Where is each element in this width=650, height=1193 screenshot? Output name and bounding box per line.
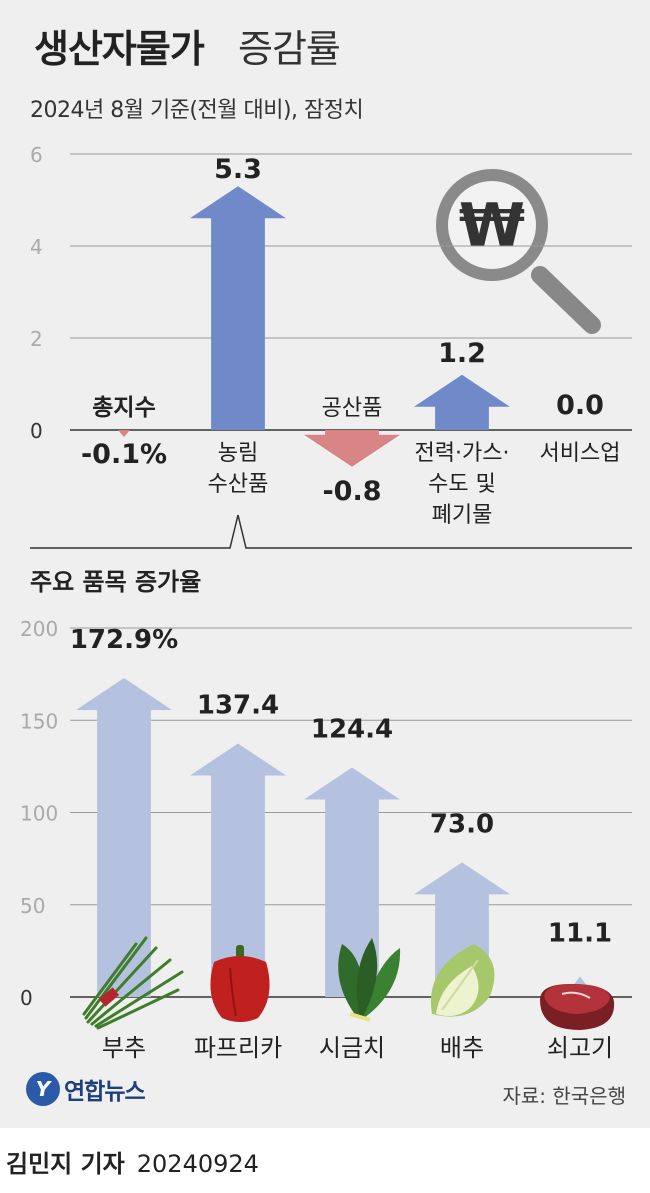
value-label-0: -0.1% [81,439,167,470]
logo-text: 연합뉴스 [64,1079,146,1105]
value-label-0: 172.9% [70,625,178,655]
value-label-4: 0.0 [556,390,604,421]
chive-icon [82,936,184,1030]
y-tick-label: 4 [30,235,43,259]
publish-date: 20240924 [136,1150,259,1178]
paprika-icon [210,945,270,1022]
bar-0 [76,677,172,997]
bar-3 [414,374,510,430]
y-tick-label: 100 [20,802,58,826]
won-magnifier-icon: ₩ [436,169,601,334]
bar-1 [190,743,286,997]
y-tick-label: 150 [20,709,58,733]
won-symbol: ₩ [459,191,525,261]
category-label-3: 전력·가스· 수도 및 폐기물 [415,441,510,528]
value-label-3: 73.0 [430,809,494,839]
value-label-2: 124.4 [311,714,393,744]
page-title: 생산자물가 [34,27,205,71]
cabbage-icon [430,944,495,1017]
value-label-1: 137.4 [197,690,279,720]
y-tick-label: 200 [20,617,58,641]
category-label-4: 서비스업 [540,441,621,466]
bar-2 [304,430,400,467]
reporter-name: 김민지 기자 [6,1150,125,1178]
y-tick-label: 2 [30,327,43,351]
category-label-4: 쇠고기 [547,1034,613,1062]
category-label-1: 농림 수산품 [208,441,269,497]
value-label-2: -0.8 [322,476,381,507]
bar-2 [304,767,400,997]
bar-0 [118,430,130,437]
y-tick-label: 6 [30,143,43,167]
page-subtitle: 2024년 8월 기준(전월 대비), 잠정치 [30,98,364,123]
bar-1 [190,186,286,430]
value-label-4: 11.1 [548,919,612,949]
y-tick-label: 0 [20,986,33,1010]
chart-svg: ₩ 0 2 4 6 -0.1% 총지수 5.3 농림 수산품 -0.8 공산품 1.2 전력·가스· 수도… [20,143,632,1062]
beef-icon [540,984,615,1030]
value-label-1: 5.3 [214,154,262,185]
source-note: 자료: 한국은행 [502,1084,627,1108]
category-label-1: 파프리카 [194,1034,282,1062]
category-label-2: 시금치 [319,1034,385,1062]
section-title: 주요 품목 증가율 [30,568,201,596]
top-chart: 0 2 4 6 -0.1% 총지수 5.3 농림 수산품 -0.8 공산품 1.2 전력·가스· 수도 및… [30,143,632,528]
y-tick-label: 0 [30,419,43,443]
page-title-sub: 증감률 [238,27,341,71]
spinach-icon [338,938,401,1022]
value-label-3: 1.2 [438,338,486,369]
category-label-0: 부추 [102,1034,146,1062]
y-tick-label: 50 [20,894,45,918]
category-label-0: 총지수 [92,395,155,421]
section-divider [30,514,632,549]
category-label-3: 배추 [440,1034,484,1062]
credit-line: 김민지 기자 20240924 [6,1144,259,1179]
category-label-2: 공산품 [322,396,383,421]
logo-mark: Y [26,1072,60,1106]
yonhap-logo: Y 연합뉴스 [26,1072,146,1106]
